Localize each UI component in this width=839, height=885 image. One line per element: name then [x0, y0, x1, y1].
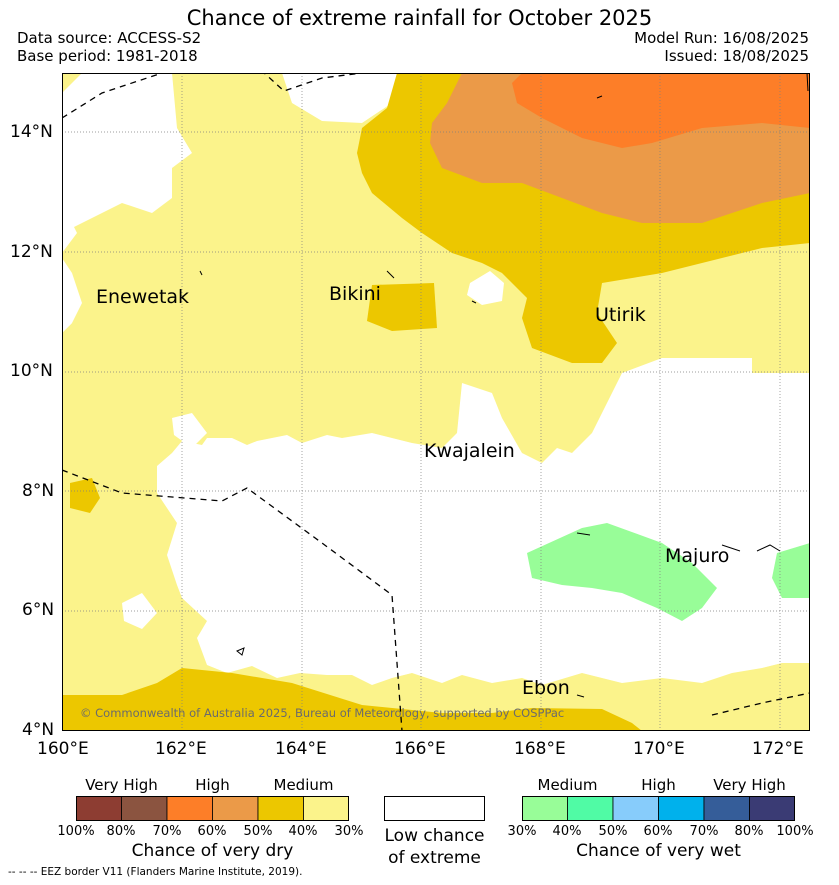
- y-tick-label: 6°N: [22, 600, 55, 620]
- header-left: Data source: ACCESS-S2 Base period: 1981…: [17, 29, 201, 65]
- place-label-ebon: Ebon: [522, 677, 570, 699]
- wet-swatch: [703, 796, 750, 821]
- dry-medium-dark-region: [62, 668, 642, 731]
- x-tick-label: 166°E: [394, 739, 446, 759]
- dry-legend-caption: Chance of very dry: [131, 841, 294, 861]
- x-tick-label: 162°E: [155, 739, 207, 759]
- dry-swatch: [76, 796, 122, 821]
- x-tick-label: 172°E: [752, 739, 804, 759]
- place-label-bikini: Bikini: [329, 283, 381, 305]
- wet-tick-label: 70%: [689, 824, 719, 839]
- x-tick-label: 168°E: [514, 739, 566, 759]
- low-chance-region: [62, 258, 82, 333]
- dry-tick-label: 40%: [288, 824, 318, 839]
- wet-swatch: [749, 796, 795, 821]
- eez-border: [62, 73, 810, 731]
- wet-legend-header: High: [641, 776, 676, 794]
- dry-tick-label: 70%: [152, 824, 182, 839]
- wet-tick-label: 60%: [643, 824, 673, 839]
- wet-tick-label: 30%: [507, 824, 537, 839]
- dry-medium-dark-region: [70, 478, 100, 513]
- rainfall-map: [62, 73, 810, 731]
- place-label-utirik: Utirik: [595, 304, 646, 326]
- wet-medium-region: [772, 543, 810, 598]
- wet-tick-label: 40%: [552, 824, 582, 839]
- low-chance-caption-line1: Low chance: [384, 826, 485, 846]
- map-title: Chance of extreme rainfall for October 2…: [186, 6, 653, 30]
- dry-swatch: [303, 796, 349, 821]
- dry-swatch: [166, 796, 213, 821]
- dry-tick-label: 30%: [334, 824, 364, 839]
- wet-tick-label: 100%: [776, 824, 814, 839]
- map-frame: [62, 73, 810, 731]
- wet-legend-header: Medium: [537, 776, 598, 794]
- dry-legend-header: Very High: [85, 776, 158, 794]
- dry-tick-label: 60%: [197, 824, 227, 839]
- x-tick-label: 170°E: [633, 739, 685, 759]
- wet-medium-region: [527, 523, 717, 621]
- wet-swatch: [658, 796, 705, 821]
- low-chance-region: [467, 271, 504, 305]
- low-chance-region: [282, 73, 402, 123]
- y-tick-label: 8°N: [22, 481, 55, 501]
- place-label-kwajalein: Kwajalein: [424, 440, 515, 462]
- dry-tick-label: 100%: [57, 824, 95, 839]
- wet-swatch: [612, 796, 659, 821]
- dry-high-dark-region: [512, 73, 810, 148]
- wet-legend-header: Very High: [713, 776, 786, 794]
- island-outlines: [199, 73, 809, 698]
- y-tick-label: 14°N: [10, 122, 53, 142]
- x-tick-label: 160°E: [37, 739, 89, 759]
- copyright-notice: © Commonwealth of Australia 2025, Bureau…: [80, 706, 565, 720]
- dry-swatch: [212, 796, 259, 821]
- dry-legend-header: High: [195, 776, 230, 794]
- x-tick-label: 164°E: [275, 739, 327, 759]
- low-chance-swatch: [384, 796, 485, 821]
- dry-colorbar: [76, 796, 349, 821]
- place-label-majuro: Majuro: [665, 545, 730, 567]
- wet-colorbar: [522, 796, 795, 821]
- low-chance-caption-line2: of extreme: [388, 848, 481, 868]
- y-tick-label: 4°N: [22, 720, 55, 740]
- low-chance-region: [62, 73, 192, 233]
- model-run-text: Model Run: 16/08/2025: [634, 29, 809, 47]
- dry-tick-label: 50%: [243, 824, 273, 839]
- eez-border-note: -- -- -- EEZ border V11 (Flanders Marine…: [8, 866, 303, 878]
- base-period-text: Base period: 1981-2018: [17, 47, 198, 65]
- dry-medium-dark-region: [367, 283, 437, 331]
- dry-swatch: [121, 796, 168, 821]
- wet-legend-caption: Chance of very wet: [576, 841, 741, 861]
- dry-tick-label: 80%: [106, 824, 136, 839]
- low-chance-region: [122, 593, 157, 629]
- data-source-text: Data source: ACCESS-S2: [17, 29, 202, 47]
- wet-tick-label: 80%: [734, 824, 764, 839]
- wet-swatch: [522, 796, 568, 821]
- low-chance-region: [172, 413, 207, 448]
- issued-text: Issued: 18/08/2025: [664, 47, 809, 65]
- wet-tick-label: 50%: [598, 824, 628, 839]
- dry-legend-header: Medium: [273, 776, 334, 794]
- dry-swatch: [257, 796, 304, 821]
- place-label-enewetak: Enewetak: [96, 286, 190, 308]
- wet-swatch: [567, 796, 614, 821]
- header-right: Model Run: 16/08/2025 Issued: 18/08/2025: [634, 29, 809, 65]
- y-tick-label: 12°N: [10, 242, 53, 262]
- y-tick-label: 10°N: [10, 361, 53, 381]
